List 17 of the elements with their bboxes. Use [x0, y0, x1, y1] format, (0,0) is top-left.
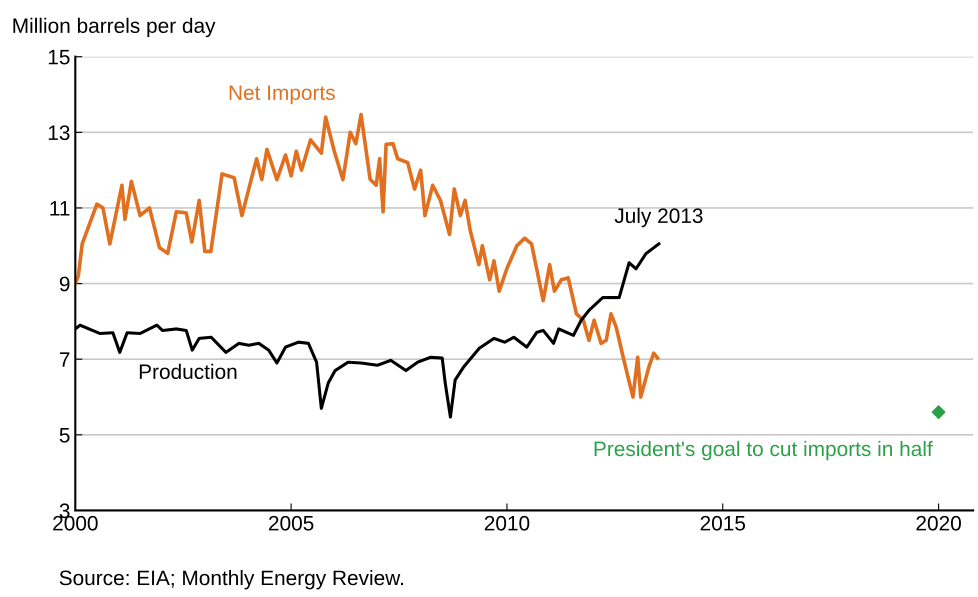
line-series — [75, 112, 660, 399]
x-tick-label: 2010 — [484, 516, 530, 531]
series-label: Net Imports — [230, 85, 335, 104]
source-note: Source: EIA; Monthly Energy Review. — [60, 570, 404, 590]
y-tick-label: 9 — [60, 276, 70, 292]
annotation: July 2013 — [614, 208, 703, 228]
y-axis-title: Million barrels per day — [13, 18, 216, 38]
y-tick-label: 7 — [60, 352, 70, 367]
series-label: Production — [140, 364, 236, 380]
x-tick-label: 2005 — [269, 516, 314, 531]
y-tick-label: 5 — [60, 428, 70, 443]
x-tick-label: 2015 — [700, 516, 746, 531]
x-tick-label: 2020 — [916, 516, 961, 531]
y-tick-label: 13 — [48, 125, 70, 140]
y-tick-label: 11 — [50, 201, 70, 216]
y-tick-label: 15 — [48, 50, 70, 64]
series-label: President's goal to cut imports in half — [594, 440, 933, 460]
